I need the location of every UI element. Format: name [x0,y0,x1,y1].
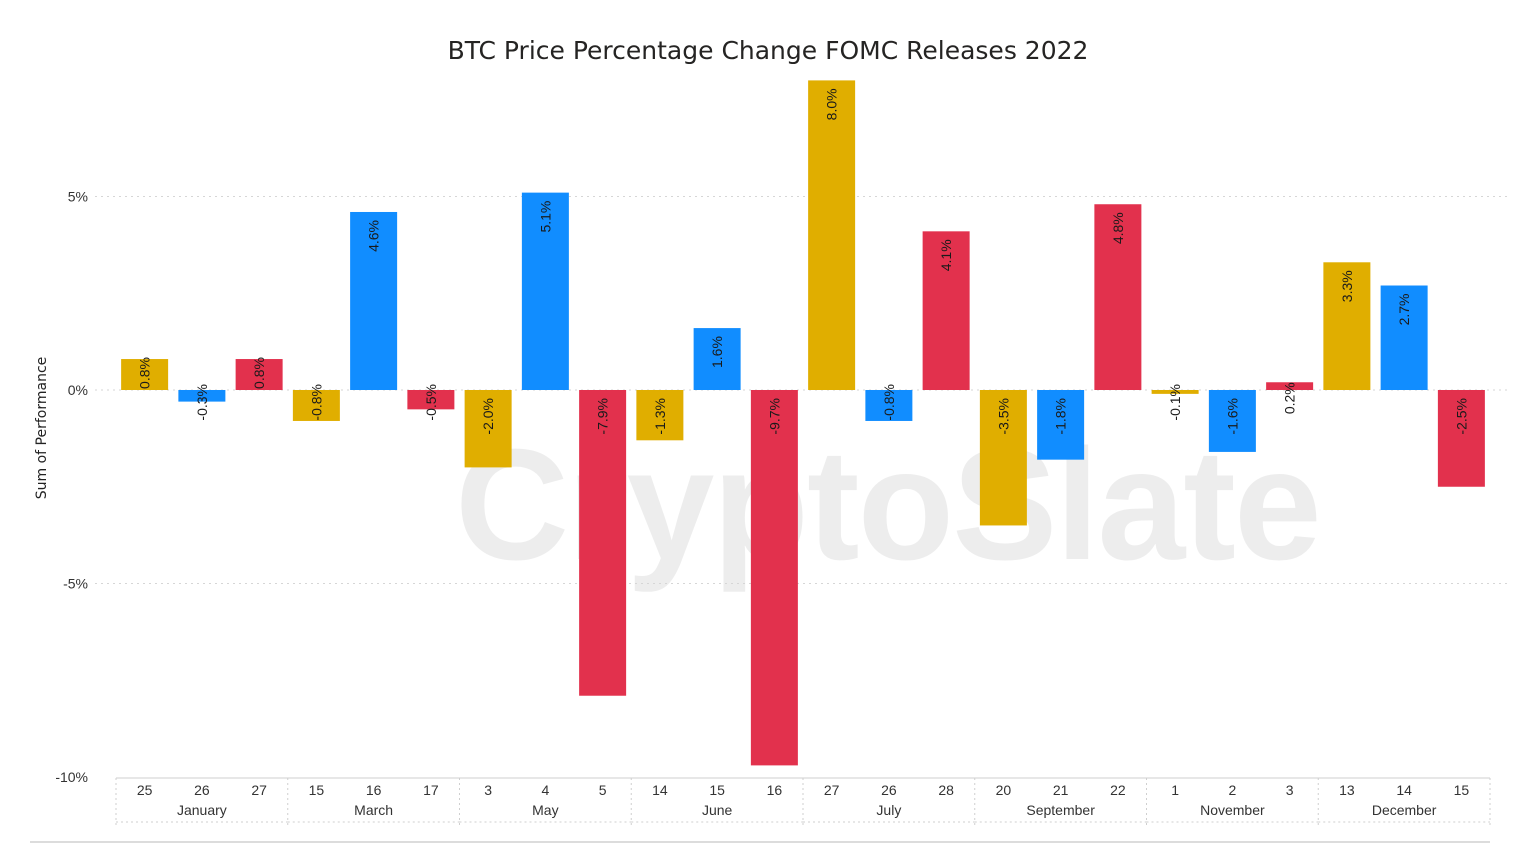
x-tick-label: 15 [1454,782,1470,798]
bar [1208,390,1256,452]
bar [464,390,512,468]
data-label: 2.7% [1396,294,1412,326]
bar [521,192,569,390]
x-tick-label: 25 [137,782,153,798]
x-tick-label: 22 [1110,782,1126,798]
data-label: -2.5% [1453,398,1469,435]
x-tick-label: 17 [423,782,439,798]
month-label: March [354,802,393,818]
x-tick-label: 3 [484,782,492,798]
y-tick-label: -5% [63,576,88,592]
data-label: -3.5% [995,398,1011,435]
data-label: -0.8% [308,384,324,421]
bar [922,231,970,390]
data-label: -1.8% [1053,398,1069,435]
month-label: September [1026,802,1095,818]
data-label: -0.5% [423,384,439,421]
x-tick-label: 27 [251,782,267,798]
x-tick-label: 27 [824,782,840,798]
bar [693,328,741,390]
bar [636,390,684,441]
data-label: -0.3% [194,384,210,421]
data-label: -1.3% [652,398,668,435]
bar [1437,390,1485,487]
data-label: 4.1% [938,239,954,271]
data-label: 0.8% [137,357,153,389]
month-label: June [702,802,733,818]
x-tick-label: 14 [652,782,668,798]
data-label: 0.2% [1282,382,1298,414]
bar [350,211,398,390]
y-tick-label: 0% [68,382,88,398]
y-tick-label: -10% [55,769,88,785]
bar [1151,390,1199,394]
bar [121,359,169,390]
bar [1323,262,1371,390]
month-label: January [177,802,227,818]
x-tick-label: 26 [194,782,210,798]
data-label: -7.9% [595,398,611,435]
x-tick-label: 1 [1171,782,1179,798]
y-tick-label: 5% [68,189,88,205]
data-label: 4.6% [366,220,382,252]
x-tick-label: 15 [709,782,725,798]
data-label: 3.3% [1339,270,1355,302]
bar [808,80,856,391]
bar [979,390,1027,526]
x-tick-label: 16 [366,782,382,798]
x-tick-label: 20 [996,782,1012,798]
bar [865,390,913,421]
data-label: -9.7% [766,398,782,435]
bar [292,390,340,421]
data-label: -0.8% [881,384,897,421]
y-axis-title: Sum of Performance [34,357,50,500]
x-tick-label: 13 [1339,782,1355,798]
x-tick-label: 4 [541,782,549,798]
x-tick-label: 14 [1396,782,1412,798]
bar [750,390,798,766]
data-label: 0.8% [251,357,267,389]
data-label: 5.1% [537,201,553,233]
month-label: July [876,802,901,818]
bar [407,390,455,410]
month-label: May [532,802,558,818]
data-label: -1.6% [1224,398,1240,435]
data-label: -0.1% [1167,384,1183,421]
chart-title: BTC Price Percentage Change FOMC Release… [447,36,1089,65]
x-tick-label: 3 [1286,782,1294,798]
x-tick-label: 16 [767,782,783,798]
bar [1037,390,1085,460]
data-label: 4.8% [1110,212,1126,244]
bar [1094,204,1142,390]
bar [235,359,283,390]
bar [1380,285,1428,390]
bar [579,390,627,696]
bar [178,390,226,402]
x-tick-label: 5 [599,782,607,798]
x-tick-label: 26 [881,782,897,798]
x-tick-label: 28 [938,782,954,798]
x-tick-label: 21 [1053,782,1069,798]
x-tick-label: 15 [309,782,325,798]
month-label: November [1200,802,1265,818]
month-label: December [1372,802,1437,818]
data-label: 1.6% [709,336,725,368]
bar [1266,382,1314,390]
data-label: -2.0% [480,398,496,435]
data-label: 8.0% [824,88,840,120]
x-tick-label: 2 [1228,782,1236,798]
